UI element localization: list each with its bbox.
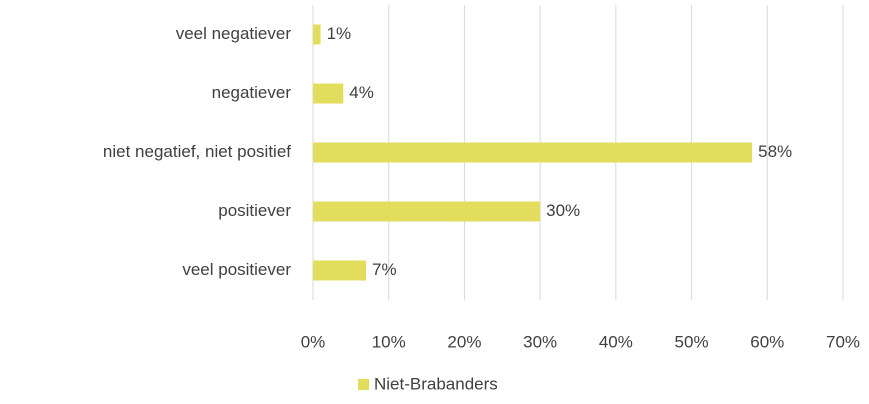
- x-tick-label: 40%: [599, 332, 633, 351]
- legend-swatch: [358, 379, 369, 390]
- data-label: 7%: [372, 260, 397, 279]
- x-tick-label: 70%: [826, 332, 860, 351]
- bar: [313, 142, 753, 163]
- data-label: 30%: [546, 201, 580, 220]
- data-label: 58%: [758, 142, 792, 161]
- bar: [313, 260, 366, 281]
- x-tick-label: 60%: [750, 332, 784, 351]
- x-tick-label: 50%: [675, 332, 709, 351]
- x-tick-label: 30%: [523, 332, 557, 351]
- legend-label: Niet-Brabanders: [374, 374, 498, 393]
- data-label: 4%: [349, 83, 374, 102]
- x-tick-label: 20%: [447, 332, 481, 351]
- y-tick-label: veel negatiever: [176, 24, 292, 43]
- y-tick-label: positiever: [218, 201, 291, 220]
- x-tick-label: 10%: [372, 332, 406, 351]
- bar: [313, 83, 344, 104]
- bar: [313, 201, 541, 222]
- y-tick-label: veel positiever: [182, 260, 291, 279]
- y-tick-label: negatiever: [212, 83, 292, 102]
- bar: [313, 24, 321, 45]
- y-tick-label: niet negatief, niet positief: [103, 142, 291, 161]
- x-tick-label: 0%: [301, 332, 326, 351]
- data-label: 1%: [327, 24, 352, 43]
